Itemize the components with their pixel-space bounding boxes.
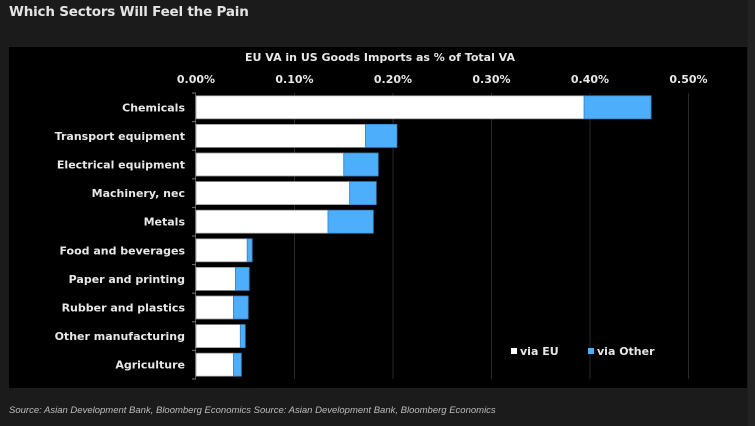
category-label: Other manufacturing <box>55 330 185 343</box>
chart-title: EU VA in US Goods Imports as % of Total … <box>245 51 515 64</box>
x-tick-label: 0.40% <box>571 73 609 86</box>
bar-via-other <box>233 352 242 377</box>
bar-via-other <box>343 152 379 177</box>
bar-via-eu <box>195 324 241 349</box>
category-label: Agriculture <box>115 359 185 372</box>
x-tick-label: 0.10% <box>275 73 313 86</box>
x-tick-label: 0.20% <box>374 73 412 86</box>
x-tick-label: 0.30% <box>472 73 510 86</box>
category-label: Chemicals <box>122 101 185 114</box>
category-label: Electrical equipment <box>57 159 185 172</box>
x-tick-label: 0.00% <box>177 73 215 86</box>
x-tick-label: 0.50% <box>669 73 707 86</box>
legend: via EU via Other <box>511 345 655 358</box>
bar-via-other <box>349 181 377 206</box>
category-label: Rubber and plastics <box>62 302 186 315</box>
page-title: Which Sectors Will Feel the Pain <box>9 4 249 20</box>
legend-label: via Other <box>597 345 655 358</box>
bar-via-other <box>234 266 250 291</box>
category-label: Paper and printing <box>69 273 185 286</box>
bar-via-eu <box>195 124 366 148</box>
bar-via-eu <box>195 352 234 377</box>
category-label: Metals <box>144 216 186 229</box>
bar-via-eu <box>195 152 345 177</box>
x-tick-labels: 0.00% 0.10% 0.20% 0.30% 0.40% 0.50% <box>177 73 708 86</box>
source-note: Source: Asian Development Bank, Bloomber… <box>9 405 496 416</box>
bar-via-other <box>233 295 249 320</box>
bar-via-other <box>239 324 246 349</box>
scroll-strip <box>748 0 755 426</box>
bars <box>195 95 652 377</box>
bar-via-eu <box>195 95 585 120</box>
bar-via-other <box>246 238 253 263</box>
bar-via-other <box>327 209 374 234</box>
bar-via-other <box>583 95 652 120</box>
category-labels: Chemicals Transport equipment Electrical e… <box>55 101 186 371</box>
category-label: Transport equipment <box>55 130 185 143</box>
category-label: Machinery, nec <box>92 187 185 200</box>
category-label: Food and beverages <box>59 244 185 257</box>
bar-via-eu <box>195 209 329 234</box>
bar-via-eu <box>195 181 351 206</box>
legend-swatch-eu <box>511 348 517 354</box>
bar-via-other <box>365 124 398 148</box>
bar-via-eu <box>195 266 236 291</box>
bar-via-eu <box>195 238 248 263</box>
legend-swatch-other <box>588 348 594 354</box>
legend-label: via EU <box>520 345 559 358</box>
bar-via-eu <box>195 295 234 320</box>
